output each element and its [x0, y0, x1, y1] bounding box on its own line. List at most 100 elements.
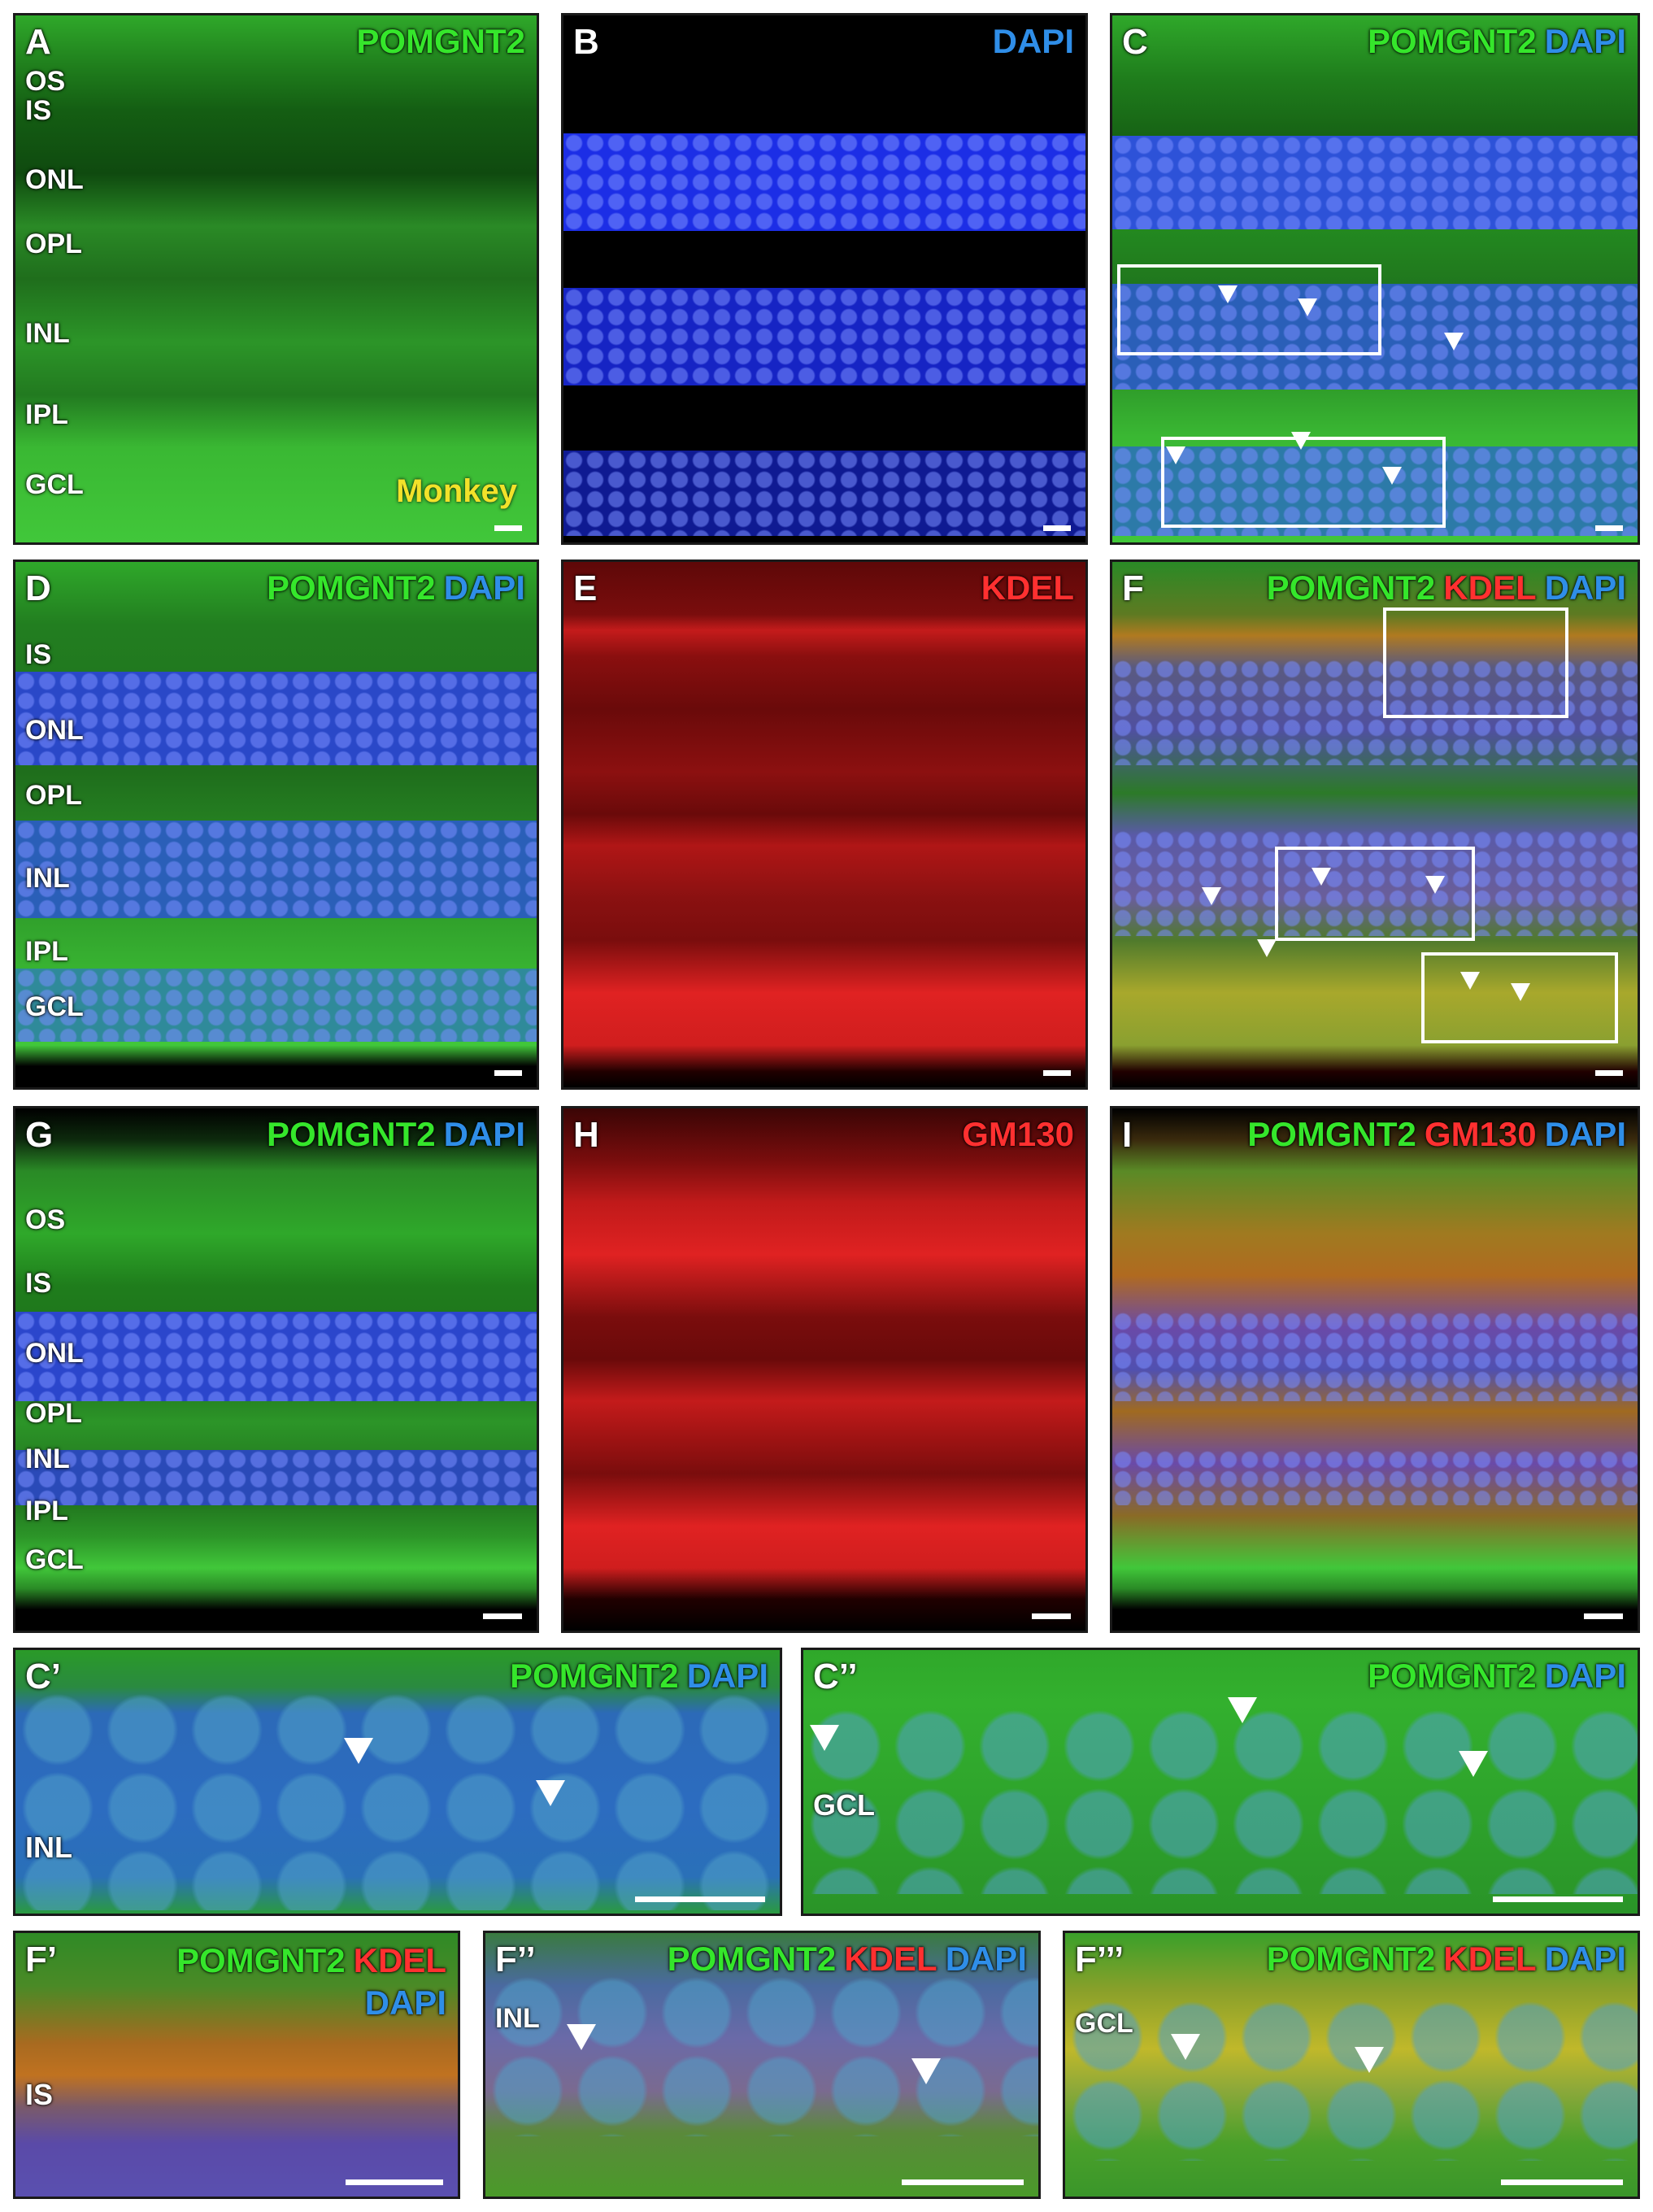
layer-os: OS — [25, 66, 66, 97]
layer-inl: INL — [495, 2003, 540, 2034]
panel-b: B DAPI — [561, 13, 1088, 545]
channel-labels: POMGNT2 DAPI — [259, 1115, 525, 1154]
arrowhead-icon — [1382, 467, 1402, 485]
channel-labels: POMGNT2 KDEL DAPI — [168, 1940, 446, 2024]
channel-dapi: DAPI — [1544, 22, 1626, 60]
channel-pomgnt2: POMGNT2 — [1367, 22, 1537, 60]
panel-f-double-prime: F’’ POMGNT2 KDEL DAPI INL — [483, 1931, 1041, 2199]
arrowhead-icon — [1228, 1697, 1257, 1723]
panel-label: I — [1122, 1115, 1133, 1155]
layer-opl: OPL — [25, 229, 82, 259]
channel-dapi: DAPI — [945, 1940, 1027, 1978]
channel-pomgnt2: POMGNT2 — [266, 568, 436, 607]
inset-box-is — [1383, 607, 1568, 718]
scale-bar — [1493, 1896, 1623, 1902]
layer-gcl: GCL — [813, 1788, 875, 1822]
channel-labels: POMGNT2 KDEL DAPI — [659, 1940, 1027, 1979]
layer-is: IS — [25, 1268, 52, 1299]
arrowhead-icon — [1257, 939, 1277, 957]
channel-kdel: KDEL — [353, 1941, 446, 1979]
panel-a: A POMGNT2 OS IS ONL OPL INL IPL GCL Monk… — [13, 13, 539, 545]
scale-bar — [1043, 1070, 1071, 1076]
panel-label: F’’’ — [1075, 1940, 1124, 1979]
channel-pomgnt2: POMGNT2 — [1367, 1657, 1537, 1695]
layer-gcl: GCL — [25, 991, 84, 1022]
panel-label: C’’ — [813, 1657, 858, 1696]
channel-dapi: DAPI — [1544, 1940, 1626, 1978]
channel-labels: POMGNT2 DAPI — [502, 1657, 768, 1696]
arrowhead-icon — [1312, 868, 1331, 886]
channel-gm130: GM130 — [962, 1115, 1074, 1153]
layer-is: IS — [25, 639, 52, 670]
channel-labels: KDEL — [973, 568, 1074, 607]
channel-labels: DAPI — [985, 22, 1074, 61]
arrowhead-icon — [1511, 983, 1530, 1001]
channel-dapi: DAPI — [1544, 1657, 1626, 1695]
layer-gcl: GCL — [1075, 2008, 1133, 2039]
channel-dapi: DAPI — [1544, 568, 1626, 607]
layer-inl: INL — [25, 1443, 70, 1474]
panel-e: E KDEL — [561, 560, 1088, 1090]
panel-label: F’’ — [495, 1940, 536, 1979]
arrowhead-icon — [567, 2024, 596, 2050]
layer-os: OS — [25, 1204, 66, 1235]
channel-labels: POMGNT2 — [348, 22, 525, 61]
scale-bar — [494, 525, 522, 531]
arrowhead-icon — [1202, 887, 1221, 905]
panel-f-prime: F’ POMGNT2 KDEL DAPI IS — [13, 1931, 460, 2199]
arrowhead-icon — [1171, 2034, 1200, 2060]
scale-bar — [1043, 525, 1071, 531]
panel-d: D POMGNT2 DAPI IS ONL OPL INL IPL GCL — [13, 560, 539, 1090]
arrowhead-icon — [1459, 1751, 1488, 1777]
arrowhead-icon — [1444, 333, 1464, 351]
channel-dapi: DAPI — [686, 1657, 768, 1695]
panel-label: E — [573, 568, 598, 608]
arrowhead-icon — [536, 1780, 565, 1806]
layer-gcl: GCL — [25, 469, 84, 500]
layer-opl: OPL — [25, 780, 82, 811]
scale-bar — [1584, 1613, 1623, 1619]
layer-inl: INL — [25, 863, 70, 894]
layer-inl: INL — [25, 1831, 72, 1864]
panel-h: H GM130 — [561, 1106, 1088, 1633]
channel-pomgnt2: POMGNT2 — [667, 1940, 837, 1978]
micrograph-green — [15, 15, 537, 542]
arrowhead-icon — [1355, 2047, 1384, 2073]
layer-onl: ONL — [25, 1338, 84, 1369]
panel-label: D — [25, 568, 51, 608]
layer-is: IS — [25, 2078, 54, 2111]
inset-box-inl — [1275, 847, 1475, 941]
channel-labels: POMGNT2 KDEL DAPI — [1259, 1940, 1626, 1979]
panel-f-triple-prime: F’’’ POMGNT2 KDEL DAPI GCL — [1063, 1931, 1640, 2199]
species-label: Monkey — [396, 473, 517, 509]
channel-pomgnt2: POMGNT2 — [1247, 1115, 1416, 1153]
channel-pomgnt2: POMGNT2 — [356, 22, 525, 60]
channel-kdel: KDEL — [844, 1940, 937, 1978]
arrowhead-icon — [1218, 285, 1238, 303]
scale-bar — [902, 2179, 1024, 2185]
panel-c: C POMGNT2 DAPI — [1110, 13, 1640, 545]
layer-is: IS — [25, 95, 52, 126]
channel-kdel: KDEL — [1443, 1940, 1537, 1978]
scale-bar — [1032, 1613, 1071, 1619]
channel-pomgnt2: POMGNT2 — [266, 1115, 436, 1153]
panel-f: F POMGNT2 KDEL DAPI — [1110, 560, 1640, 1090]
panel-label: A — [25, 22, 51, 62]
channel-labels: POMGNT2 DAPI — [259, 568, 525, 607]
channel-labels: POMGNT2 DAPI — [1359, 1657, 1626, 1696]
channel-gm130: GM130 — [1424, 1115, 1537, 1153]
layer-ipl: IPL — [25, 936, 68, 967]
layer-onl: ONL — [25, 715, 84, 746]
channel-labels: GM130 — [954, 1115, 1074, 1154]
channel-dapi: DAPI — [992, 22, 1074, 60]
arrowhead-icon — [1166, 446, 1185, 464]
inset-box-gcl — [1421, 952, 1618, 1043]
panel-label: F — [1122, 568, 1144, 608]
channel-kdel: KDEL — [1443, 568, 1537, 607]
scale-bar — [1595, 525, 1623, 531]
scale-bar — [346, 2179, 443, 2185]
panel-c-double-prime: C’’ POMGNT2 DAPI GCL — [801, 1648, 1640, 1916]
panel-g: G POMGNT2 DAPI OS IS ONL OPL INL IPL GCL — [13, 1106, 539, 1633]
layer-gcl: GCL — [25, 1544, 84, 1575]
channel-kdel: KDEL — [981, 568, 1074, 607]
